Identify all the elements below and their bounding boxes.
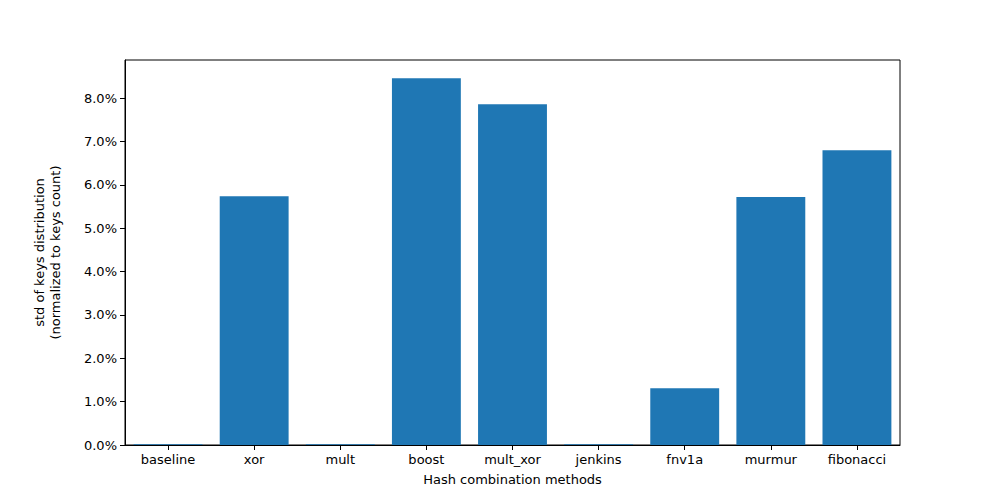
svg-text:8.0%: 8.0% xyxy=(84,91,117,106)
svg-text:jenkins: jenkins xyxy=(575,452,622,467)
svg-text:0.0%: 0.0% xyxy=(84,438,117,453)
svg-text:6.0%: 6.0% xyxy=(84,177,117,192)
svg-text:Hash combination methods: Hash combination methods xyxy=(423,472,602,487)
svg-text:7.0%: 7.0% xyxy=(84,134,117,149)
svg-text:(normalized to keys count): (normalized to keys count) xyxy=(48,165,63,339)
svg-text:1.0%: 1.0% xyxy=(84,394,117,409)
svg-text:4.0%: 4.0% xyxy=(84,264,117,279)
svg-text:fibonacci: fibonacci xyxy=(828,452,887,467)
svg-text:murmur: murmur xyxy=(745,452,798,467)
svg-text:2.0%: 2.0% xyxy=(84,351,117,366)
svg-text:mult_xor: mult_xor xyxy=(484,452,541,467)
svg-text:xor: xor xyxy=(244,452,265,467)
svg-text:boost: boost xyxy=(408,452,444,467)
svg-text:fnv1a: fnv1a xyxy=(666,452,703,467)
svg-text:std of keys distribution: std of keys distribution xyxy=(32,178,47,327)
svg-text:5.0%: 5.0% xyxy=(84,221,117,236)
svg-text:3.0%: 3.0% xyxy=(84,307,117,322)
svg-text:mult: mult xyxy=(325,452,355,467)
svg-text:baseline: baseline xyxy=(141,452,195,467)
